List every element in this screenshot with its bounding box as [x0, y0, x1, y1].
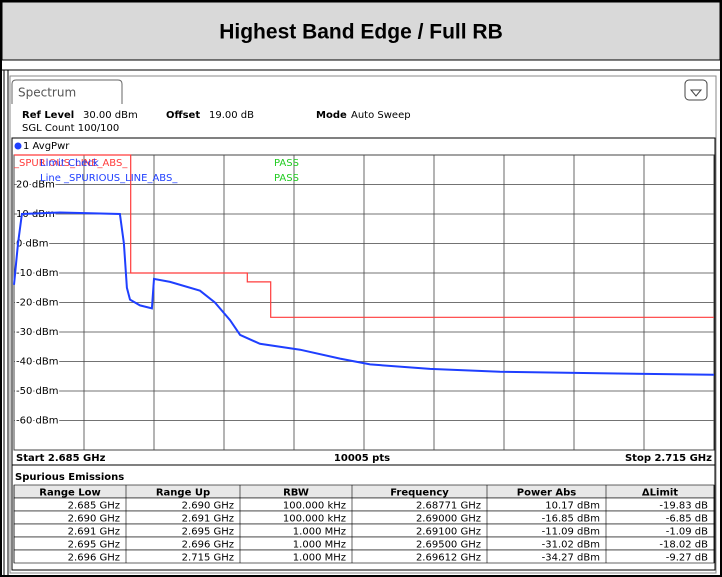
- table-cell: -31.02 dBm: [542, 540, 600, 551]
- table-cell: 100.000 kHz: [283, 501, 346, 512]
- offset: 19.00 dB: [209, 110, 254, 121]
- table: Range Low Range Up RBW Frequency Power Abs ΔL…: [13, 484, 715, 564]
- table-cell: 1.000 MHz: [293, 553, 346, 564]
- menu-arrow: [689, 89, 703, 97]
- table-header-bg: [13, 484, 715, 499]
- trace: [13, 211, 715, 376]
- table-cell: 2.691 GHz: [68, 527, 120, 538]
- column-header: Range Low: [39, 488, 100, 499]
- y-tick-label: 20 dBm: [16, 180, 55, 191]
- column-header: RBW: [283, 488, 309, 499]
- table-cell: -18.02 dB: [659, 540, 708, 551]
- y-tick-label: -30 dBm: [16, 327, 58, 338]
- trace-dot: [14, 142, 22, 150]
- column-header: ΔLimit: [642, 488, 678, 499]
- table-cell: -19.83 dB: [659, 501, 708, 512]
- y-tick-label: -20 dBm: [16, 298, 58, 309]
- table-cell: 1.000 MHz: [293, 540, 346, 551]
- table-cell: 2.69000 GHz: [416, 514, 481, 525]
- table-cell: -1.09 dB: [666, 527, 708, 538]
- table-cell: 100.000 kHz: [283, 514, 346, 525]
- tab-label: Spectrum: [18, 86, 76, 100]
- ref-level: 30.00 dBm: [83, 110, 138, 121]
- mode-label: Mode: [316, 110, 347, 121]
- column-header: Frequency: [390, 488, 449, 499]
- table-cell: 2.691 GHz: [182, 514, 234, 525]
- tab[interactable]: [11, 79, 123, 104]
- mode: Auto Sweep: [351, 110, 411, 121]
- header-title: Highest Band Edge / Full RB: [219, 21, 503, 44]
- sweep-count: SGL Count 100/100: [22, 123, 119, 134]
- table-cell: 2.695 GHz: [182, 527, 234, 538]
- offset-label: Offset: [166, 110, 200, 121]
- limit-line-name: _SPURIOUS_LINE_ABS_: [13, 158, 128, 169]
- column-header: Power Abs: [517, 488, 577, 499]
- ref-level-label: Ref Level: [22, 110, 74, 121]
- y-tick-label: -10 dBm: [16, 268, 58, 279]
- table-cell: 2.695 GHz: [68, 540, 120, 551]
- table-cell: 2.690 GHz: [182, 501, 234, 512]
- limit-check-label: Limit Check: [40, 158, 99, 169]
- limit-line: [14, 154, 714, 318]
- table-cell: 2.69100 GHz: [416, 527, 481, 538]
- table-cell: 2.68771 GHz: [416, 501, 481, 512]
- table-cell: -16.85 dBm: [542, 514, 600, 525]
- trace-label: 1 AvgPwr: [23, 141, 70, 152]
- table-cell: 2.69500 GHz: [416, 540, 481, 551]
- limit-check-result: PASS: [274, 158, 299, 169]
- y-tick-label: -60 dBm: [16, 416, 58, 427]
- start-label: Start 2.685 GHz: [16, 453, 106, 464]
- plot-frame: [11, 137, 716, 571]
- line-label: Line _SPURIOUS_LINE_ABS_: [40, 173, 178, 184]
- table-cell: 10.17 dBm: [545, 501, 600, 512]
- table-cell: 2.690 GHz: [68, 514, 120, 525]
- table-title: Spurious Emissions: [15, 472, 124, 483]
- y-tick-label: -50 dBm: [16, 386, 58, 397]
- table-cell: 2.696 GHz: [182, 540, 234, 551]
- stop-label: Stop 2.715 GHz: [625, 453, 712, 464]
- column-header: Range Up: [156, 488, 210, 499]
- table-cell: -6.85 dB: [666, 514, 708, 525]
- table-cell: 2.685 GHz: [68, 501, 120, 512]
- y-tick-label: -40 dBm: [16, 357, 58, 368]
- y-tick-label: 0 dBm: [16, 239, 49, 250]
- table-cell: 2.715 GHz: [182, 553, 234, 564]
- table-cell: 1.000 MHz: [293, 527, 346, 538]
- table-cell: -11.09 dBm: [542, 527, 600, 538]
- line-result: PASS: [274, 173, 299, 184]
- table-cell: 2.696 GHz: [68, 553, 120, 564]
- points-label: 10005 pts: [334, 453, 390, 464]
- table-cell: -9.27 dB: [666, 553, 708, 564]
- y-tick-label: 10 dBm: [16, 209, 55, 220]
- table-cell: 2.69612 GHz: [416, 553, 481, 564]
- header-box: [1, 1, 721, 61]
- table-cell: -34.27 dBm: [542, 553, 600, 564]
